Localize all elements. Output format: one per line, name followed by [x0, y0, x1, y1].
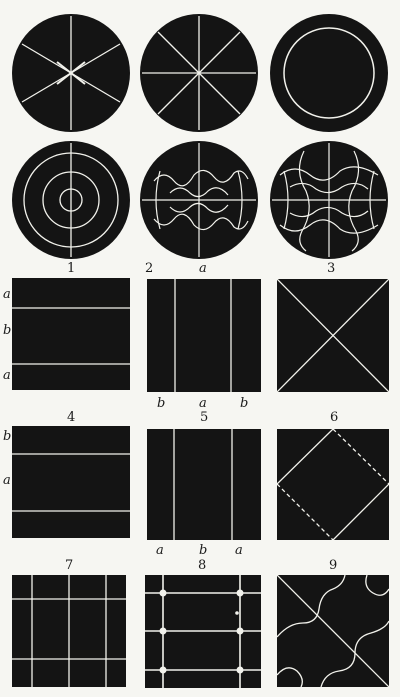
plate-7-square	[12, 575, 126, 687]
plate-3-square	[277, 279, 389, 392]
disc-wavy-rings	[140, 141, 258, 259]
plate-8-square	[145, 575, 261, 688]
plate-2-letter-b-left: b	[157, 396, 166, 411]
plate-5-letter-b: b	[199, 543, 208, 558]
plate-5-letter-a-right: a	[235, 543, 243, 558]
plate-5-letter-a-left: a	[156, 543, 164, 558]
plate-1-letter-a-top: a	[3, 287, 11, 302]
plate-2-square	[147, 279, 261, 392]
plate-6-number: 6	[330, 410, 339, 425]
plate-3-number: 3	[327, 261, 336, 276]
plate-4-letter-a: a	[3, 473, 11, 488]
disc-concentric-rings	[12, 141, 130, 259]
plate-4-square	[12, 426, 130, 538]
plate-7-number: 7	[65, 558, 74, 573]
plate-9-square	[277, 575, 389, 687]
plate-1-number: 1	[67, 261, 76, 276]
plate-2-letter-a: a	[199, 396, 207, 411]
plate-6-square	[277, 429, 389, 540]
plate-2-number: 2	[145, 261, 154, 276]
plate-4-letter-b: b	[3, 429, 12, 444]
plate-1-square	[12, 278, 130, 390]
disc-radial-8-lines	[140, 14, 258, 132]
plate-5-number: 5	[200, 410, 209, 425]
disc-wavy-grid	[270, 141, 388, 259]
plate-1-letter-b: b	[3, 323, 12, 338]
plate-8-number: 8	[198, 558, 207, 573]
plate-4-number: 4	[67, 410, 76, 425]
plate-9-number: 9	[329, 558, 338, 573]
plate-1-letter-a-bottom: a	[3, 368, 11, 383]
disc-radial-6-lines	[12, 14, 130, 132]
plate-2-top-letter: a	[199, 261, 207, 276]
disc-single-ring	[270, 14, 388, 132]
plate-2-letter-b-right: b	[240, 396, 249, 411]
plate-5-square	[147, 429, 261, 540]
